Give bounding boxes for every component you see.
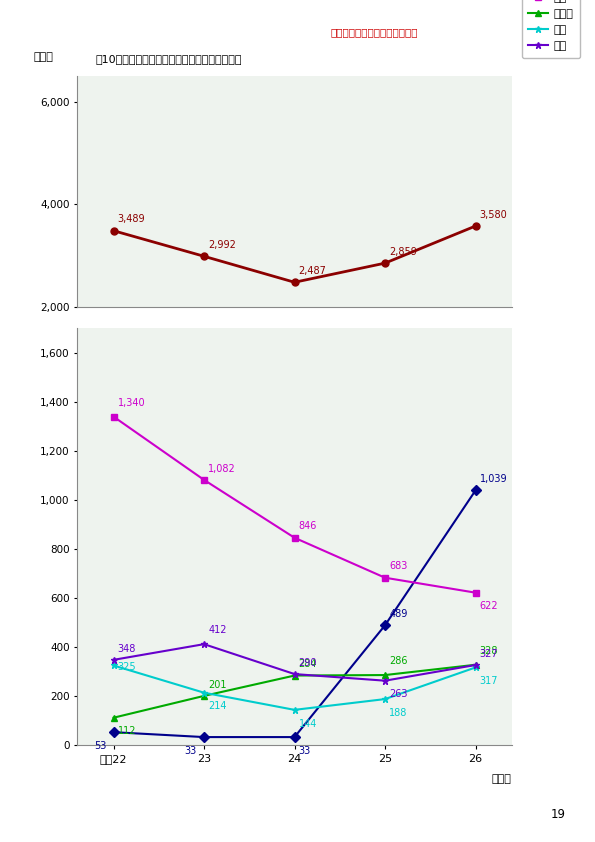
Text: 412: 412 [208, 625, 227, 635]
Text: 第１笠　外国人の出入国の状況: 第１笠 外国人の出入国の状況 [330, 27, 418, 37]
Text: 3,489: 3,489 [118, 215, 145, 224]
Text: 327: 327 [480, 648, 498, 658]
Text: 188: 188 [389, 708, 408, 717]
Text: 286: 286 [389, 656, 408, 666]
Text: 325: 325 [118, 662, 136, 672]
Text: 144: 144 [299, 718, 317, 728]
Text: 第１部: 第１部 [527, 19, 553, 33]
Text: 1,082: 1,082 [208, 464, 236, 473]
Text: 1,039: 1,039 [480, 474, 508, 484]
Text: 2,992: 2,992 [208, 240, 236, 250]
Text: 201: 201 [208, 679, 227, 690]
Text: 214: 214 [208, 701, 227, 711]
Text: 683: 683 [389, 562, 408, 572]
Text: 2,487: 2,487 [299, 266, 327, 276]
Text: 困10　主な国籍・地域別被上陸拒否者数の推移: 困10 主な国籍・地域別被上陸拒否者数の推移 [95, 54, 242, 64]
Legend: 総数, タイ, 韓国, トルコ, 台湾, 中国: 総数, タイ, 韓国, トルコ, 台湾, 中国 [522, 0, 580, 58]
Text: 317: 317 [480, 676, 498, 686]
Text: 348: 348 [118, 643, 136, 653]
Text: 622: 622 [480, 601, 498, 611]
Text: （年）: （年） [492, 775, 512, 785]
Text: 33: 33 [299, 746, 311, 756]
Text: 328: 328 [480, 646, 498, 656]
Text: （人）: （人） [34, 52, 54, 61]
Text: 846: 846 [299, 521, 317, 531]
Text: 1,340: 1,340 [118, 397, 145, 408]
Text: 112: 112 [118, 727, 136, 737]
Text: 33: 33 [184, 746, 197, 756]
Text: 263: 263 [389, 690, 408, 700]
Text: 19: 19 [550, 808, 565, 821]
Text: 489: 489 [389, 609, 408, 619]
Text: 2,859: 2,859 [389, 247, 417, 257]
Text: 53: 53 [94, 741, 107, 751]
Text: 290: 290 [299, 658, 317, 668]
Text: 284: 284 [299, 659, 317, 669]
Text: 3,580: 3,580 [480, 210, 508, 220]
